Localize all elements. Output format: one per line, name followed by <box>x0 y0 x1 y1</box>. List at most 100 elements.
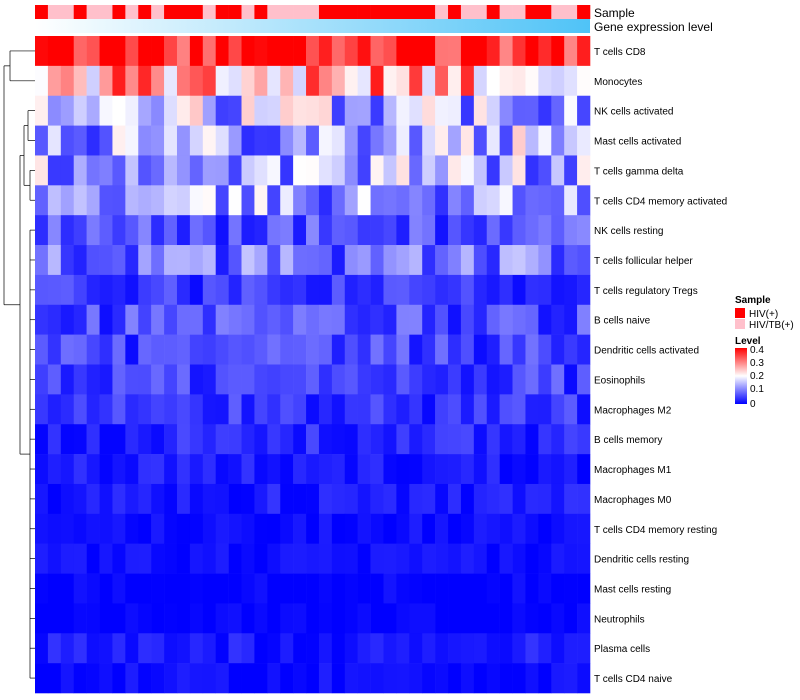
heatmap-cell <box>73 513 87 544</box>
heatmap-cell <box>228 65 242 97</box>
heatmap-cell <box>577 573 591 604</box>
heatmap-cell <box>267 454 281 485</box>
heatmap-cell <box>99 454 113 485</box>
heatmap-cell <box>499 633 513 664</box>
heatmap-cell <box>370 513 384 544</box>
heatmap-cell <box>409 424 423 455</box>
heatmap-cell <box>241 483 255 515</box>
heatmap-cell <box>60 483 75 515</box>
heatmap-cell <box>112 125 126 156</box>
heatmap-cell <box>280 663 294 694</box>
heatmap-cell <box>215 65 229 97</box>
heatmap-cell <box>241 334 255 365</box>
heatmap-cell <box>215 543 229 574</box>
sample-annotation-cell <box>280 5 294 19</box>
heatmap-cell <box>564 185 578 216</box>
heatmap-cell <box>189 603 204 634</box>
heatmap-cell <box>331 364 346 395</box>
heatmap-cell <box>215 334 229 365</box>
heatmap-cell <box>357 633 371 664</box>
heatmap-cell <box>512 304 526 335</box>
heatmap-cell <box>383 573 397 604</box>
heatmap-cell <box>422 633 436 664</box>
heatmap-cell <box>293 36 307 67</box>
heatmap-cell <box>241 663 255 694</box>
heatmap-cell <box>435 603 449 634</box>
heatmap-cell <box>370 334 384 365</box>
heatmap-cell <box>422 424 436 455</box>
heatmap-cell <box>551 633 565 664</box>
heatmap-cell <box>228 95 242 126</box>
heatmap-cell <box>551 573 565 604</box>
heatmap-cell <box>486 364 500 395</box>
heatmap-cell <box>538 155 552 186</box>
heatmap-cell <box>254 424 268 455</box>
heatmap-cell <box>280 513 294 544</box>
heatmap-cell <box>460 185 475 216</box>
heatmap-cell <box>47 245 62 276</box>
heatmap-cell <box>448 454 462 485</box>
heatmap-cell <box>293 364 307 395</box>
row-label: T cells CD4 memory resting <box>594 525 717 536</box>
heatmap-cell <box>241 65 255 97</box>
heatmap-cell <box>176 424 191 455</box>
heatmap-cell <box>460 125 475 156</box>
heatmap-cell <box>293 543 307 574</box>
heatmap-cell <box>86 394 100 425</box>
heatmap-cell <box>254 513 268 544</box>
heatmap-cell <box>344 394 358 425</box>
heatmap-cell <box>448 513 462 544</box>
heatmap-cell <box>551 215 565 246</box>
heatmap-cell <box>435 663 449 694</box>
heatmap-cell <box>112 424 126 455</box>
heatmap-cell <box>409 245 423 276</box>
heatmap-cell <box>215 573 229 604</box>
heatmap-cell <box>577 274 591 306</box>
heatmap-cell <box>228 245 242 276</box>
heatmap-cell <box>473 394 488 425</box>
heatmap-cell <box>280 245 294 276</box>
heatmap-cell <box>280 394 294 425</box>
heatmap-cell <box>460 483 475 515</box>
heatmap-cell <box>215 454 229 485</box>
sample-annotation-cell <box>486 5 500 19</box>
heatmap-cell <box>538 185 552 216</box>
heatmap-cell <box>473 36 488 67</box>
heatmap-cell <box>202 155 216 186</box>
heatmap-cell <box>331 633 346 664</box>
heatmap-cell <box>138 155 152 186</box>
heatmap-cell <box>293 215 307 246</box>
heatmap-cell <box>164 304 178 335</box>
heatmap-cell <box>551 155 565 186</box>
heatmap-cell <box>125 543 139 574</box>
heatmap-cell <box>60 513 75 544</box>
legend: Sample HIV(+) HIV/TB(+) Level 0.4 0.3 0.… <box>735 295 794 410</box>
heatmap-cell <box>473 364 488 395</box>
legend-sample-title: Sample <box>735 295 771 306</box>
heatmap-cell <box>138 573 152 604</box>
heatmap-cell <box>293 454 307 485</box>
heatmap-cell <box>125 633 139 664</box>
heatmap-cell <box>176 513 191 544</box>
heatmap-cell <box>215 483 229 515</box>
heatmap-cell <box>344 304 358 335</box>
heatmap-cell <box>86 513 100 544</box>
heatmap-cell <box>564 274 578 306</box>
heatmap-cell <box>422 603 436 634</box>
heatmap-cell <box>151 483 165 515</box>
sample-annotation-cell <box>202 5 216 19</box>
heatmap-cell <box>396 304 410 335</box>
row-label: Macrophages M0 <box>594 495 672 506</box>
heatmap-cell <box>228 573 242 604</box>
heatmap-cell <box>422 573 436 604</box>
heatmap-cell <box>331 513 346 544</box>
heatmap-cell <box>164 603 178 634</box>
heatmap-cell <box>73 364 87 395</box>
heatmap-cell <box>409 334 423 365</box>
heatmap-cell <box>409 513 423 544</box>
heatmap-cell <box>551 304 565 335</box>
heatmap-cell <box>99 274 113 306</box>
heatmap-cell <box>176 633 191 664</box>
heatmap-cell <box>151 36 165 67</box>
heatmap-cell <box>151 573 165 604</box>
